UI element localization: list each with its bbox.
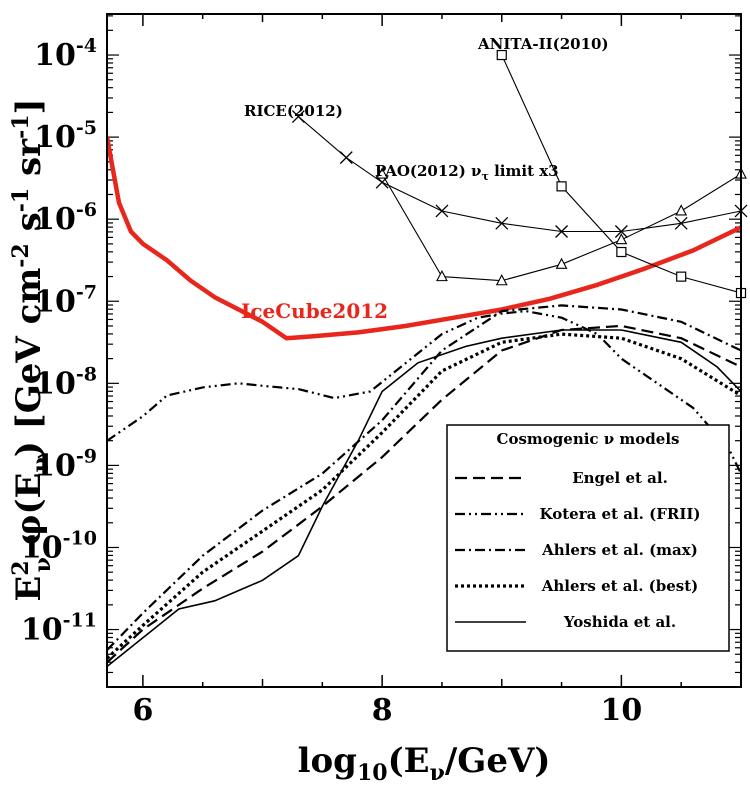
y-axis-title: E2ν φ(Eν) [GeV cm-2 s-1 sr-1] — [8, 98, 56, 601]
y-tick-label: 10-11 — [21, 610, 97, 648]
data-point-rice-2012 — [614, 225, 628, 238]
rice-label: RICE(2012) — [244, 102, 343, 120]
data-point-rice-2012 — [674, 216, 688, 230]
series-line-icecube2012 — [107, 136, 741, 341]
pao-label: PAO(2012) ντ limit x3 — [375, 162, 559, 183]
legend-entry-label: Yoshida et al. — [563, 613, 676, 631]
y-tick-label: 10-8 — [34, 363, 97, 401]
data-point-pao-2012-limit-x3 — [495, 274, 508, 286]
annotations: ANITA-II(2010) RICE(2012) PAO(2012) ντ l… — [241, 35, 609, 323]
legend-entry-label: Engel et al. — [572, 469, 668, 487]
legend: Cosmogenic ν models Engel et al. Kotera e… — [446, 424, 730, 652]
legend-box — [446, 424, 730, 652]
legend-entry-label: Kotera et al. (FRII) — [540, 505, 701, 523]
series-line-kotera-et-al-frii — [107, 309, 741, 475]
x-tick-label: 10 — [601, 693, 643, 728]
y-tick-label: 10-6 — [34, 199, 97, 237]
data-point-pao-2012-limit-x3 — [376, 167, 389, 179]
data-point-anita-ii-2010 — [556, 181, 567, 192]
series-line-ahlers-et-al-best — [107, 332, 741, 660]
x-tick-label: 8 — [372, 693, 393, 728]
data-point-pao-2012-limit-x3 — [615, 233, 628, 245]
tick-labels: 6 8 10 10-4 10-5 10-6 10-7 10-8 10-9 10-10 10-11 — [21, 35, 642, 728]
data-point-pao-2012-limit-x3 — [675, 204, 688, 216]
data-point-anita-ii-2010 — [496, 49, 507, 61]
anita-label: ANITA-II(2010) — [477, 35, 609, 53]
series-line-yoshida-et-al — [107, 329, 741, 668]
legend-entry-label: Ahlers et al. (max) — [541, 541, 698, 559]
data-point-anita-ii-2010 — [676, 271, 687, 282]
data-point-pao-2012-limit-x3 — [436, 269, 448, 282]
series-line-ahlers-et-al-max — [107, 304, 741, 651]
curves — [107, 49, 748, 668]
legend-entry-label: Ahlers et al. (best) — [541, 577, 699, 595]
x-tick-label: 6 — [132, 693, 153, 728]
y-tick-label: 10-7 — [34, 281, 97, 319]
legend-title: Cosmogenic ν models — [497, 430, 680, 448]
x-axis-title: log10(Eν/GeV) — [298, 741, 551, 786]
data-point-rice-2012 — [555, 225, 569, 238]
y-tick-label: 10-9 — [34, 445, 97, 483]
data-point-rice-2012 — [435, 204, 449, 218]
data-point-rice-2012 — [339, 151, 353, 165]
y-tick-label: 10-10 — [21, 527, 97, 565]
data-point-rice-2012 — [291, 110, 305, 124]
plot-frame — [106, 13, 742, 688]
y-tick-label: 10-5 — [34, 117, 97, 155]
data-point-pao-2012-limit-x3 — [555, 257, 568, 269]
y-tick-label: 10-4 — [34, 35, 97, 73]
series-line-engel-et-al — [107, 324, 741, 664]
icecube-label: IceCube2012 — [241, 299, 388, 323]
data-point-anita-ii-2010 — [616, 246, 627, 258]
data-point-rice-2012 — [495, 216, 509, 230]
